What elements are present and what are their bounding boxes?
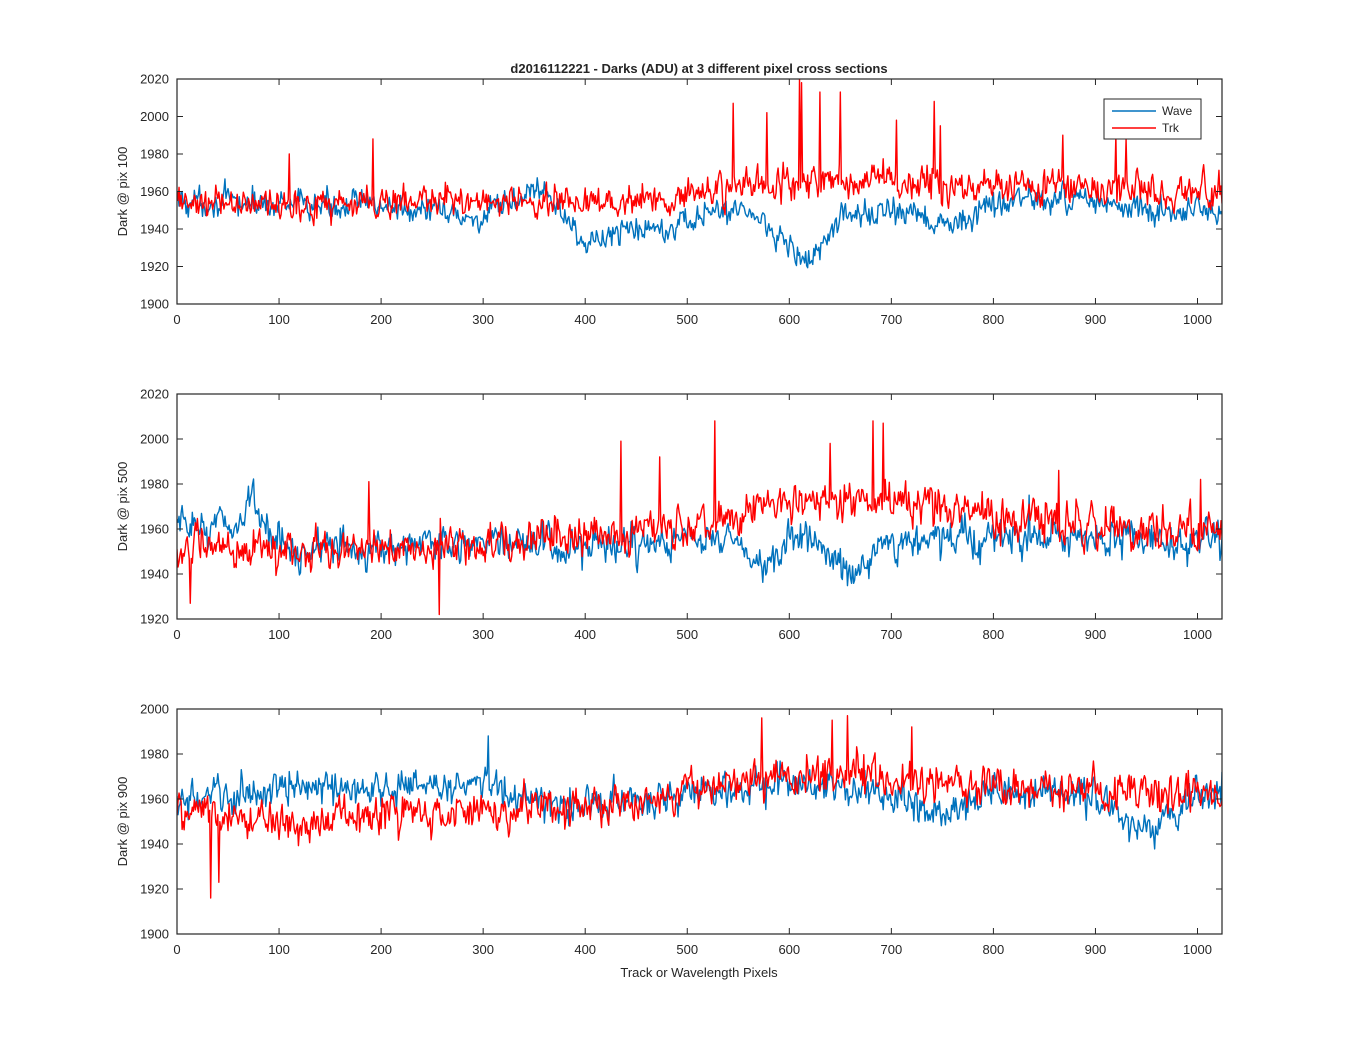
x-tick-label: 500 [676,312,698,327]
panel-1: 0 100 200 300 400 500 600 700 800 900 1000 1900 1920… [115,72,1223,327]
x-tick-label: 700 [881,942,903,957]
y-tick-label: 2000 [140,432,169,447]
x-tick-label: 100 [268,942,290,957]
y-tick-label: 1980 [140,147,169,162]
panel-2-plot-area [177,420,1222,616]
y-tick-label: 1940 [140,222,169,237]
panel-3-axes-box [176,708,1223,935]
y-tick-label: 2020 [140,72,169,87]
x-tick-label: 400 [574,312,596,327]
x-tick-label: 600 [778,942,800,957]
legend-label-wave: Wave [1162,104,1193,118]
x-tick-label: 400 [574,627,596,642]
x-tick-label: 0 [173,942,180,957]
x-tick-label: 300 [472,942,494,957]
x-tick-label: 900 [1085,627,1107,642]
x-tick-label: 200 [370,627,392,642]
y-tick-label: 1920 [140,882,169,897]
y-axis-label-panel-2: Dark @ pix 500 [115,462,130,552]
x-tick-label: 1000 [1183,312,1212,327]
x-axis-label: Track or Wavelength Pixels [620,965,778,980]
y-axis-label-panel-3: Dark @ pix 900 [115,777,130,867]
x-tick-label: 300 [472,627,494,642]
y-tick-label: 2000 [140,702,169,717]
x-tick-label: 200 [370,942,392,957]
x-tick-label: 800 [983,627,1005,642]
panel-1-plot-area [177,79,1222,269]
x-tick-label: 200 [370,312,392,327]
x-tick-label: 100 [268,627,290,642]
x-tick-label: 100 [268,312,290,327]
series-line-trk-panel-2 [177,420,1222,616]
x-tick-label: 600 [778,627,800,642]
y-tick-label: 1960 [140,522,169,537]
x-tick-label: 600 [778,312,800,327]
x-tick-label: 700 [881,312,903,327]
legend-box [1103,98,1202,140]
y-tick-label: 2000 [140,109,169,124]
y-tick-label: 1900 [140,297,169,312]
series-line-wave-panel-3 [177,735,1222,850]
series-line-wave-panel-2 [177,478,1222,587]
panel-2-axes-box [176,393,1223,620]
y-tick-label: 1900 [140,927,169,942]
x-tick-label: 400 [574,942,596,957]
x-tick-label: 1000 [1183,627,1212,642]
x-tick-label: 0 [173,627,180,642]
chart-title: d2016112221 - Darks (ADU) at 3 different… [510,61,887,76]
y-tick-label: 1980 [140,747,169,762]
y-tick-label: 2020 [140,387,169,402]
x-tick-label: 1000 [1183,942,1212,957]
x-tick-label: 800 [983,942,1005,957]
x-tick-label: 800 [983,312,1005,327]
y-tick-label: 1940 [140,567,169,582]
y-tick-label: 1980 [140,477,169,492]
y-tick-label: 1920 [140,612,169,627]
y-axis-label-panel-1: Dark @ pix 100 [115,147,130,237]
legend-label-trk: Trk [1162,121,1180,135]
x-tick-label: 500 [676,627,698,642]
series-line-trk-panel-1 [177,79,1222,227]
panel-3: 0 100 200 300 400 500 600 700 800 900 1000 1900 1920… [115,702,1223,957]
panel-3-plot-area [177,715,1222,899]
x-tick-label: 700 [881,627,903,642]
y-tick-label: 1960 [140,184,169,199]
x-tick-label: 300 [472,312,494,327]
x-tick-label: 500 [676,942,698,957]
y-tick-label: 1920 [140,259,169,274]
x-tick-label: 900 [1085,312,1107,327]
panel-2: 0 100 200 300 400 500 600 700 800 900 1000 1920 1940… [115,387,1223,642]
x-tick-label: 900 [1085,942,1107,957]
y-tick-label: 1960 [140,792,169,807]
x-tick-label: 0 [173,312,180,327]
series-line-trk-panel-3 [177,715,1222,899]
legend: Wave Trk [1103,98,1202,140]
y-tick-label: 1940 [140,837,169,852]
